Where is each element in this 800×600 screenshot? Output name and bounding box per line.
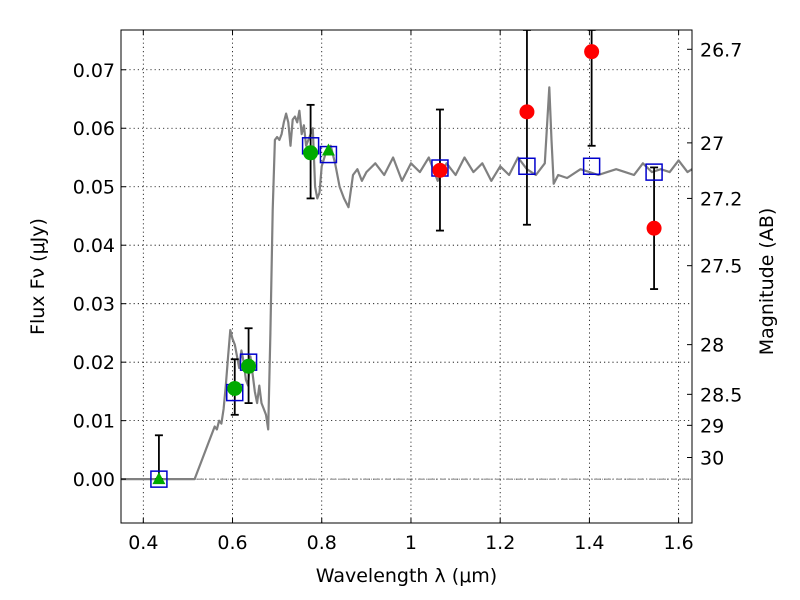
y-axis-ticks: 0.00 0.01 0.02 0.03 0.04 0.05 0.06 0.07 <box>73 60 126 491</box>
error-bars <box>154 30 659 481</box>
model-flux-boxes <box>150 137 663 488</box>
green-upper-limit-marker <box>152 472 166 485</box>
green-flux-point <box>303 145 319 161</box>
green-flux-point <box>227 380 243 396</box>
right-tick-label: 27.2 <box>700 188 742 210</box>
observed-flux-markers <box>152 44 662 485</box>
x-tick-label: 1.4 <box>574 532 604 554</box>
red-flux-point <box>646 220 662 236</box>
x-axis-ticks: 0.4 0.6 0.8 1 1.2 1.4 1.6 <box>128 30 694 554</box>
y-tick-label: 0.06 <box>73 118 115 140</box>
y-tick-label: 0.01 <box>73 411 115 433</box>
plot-area <box>121 30 692 488</box>
red-flux-point <box>519 104 535 120</box>
model-flux-box <box>582 157 601 176</box>
y-tick-label: 0.05 <box>73 177 115 199</box>
model-flux-box <box>518 157 536 176</box>
x-tick-label: 0.6 <box>217 532 247 554</box>
x-tick-label: 1.2 <box>485 532 515 554</box>
model-flux-box <box>645 163 663 181</box>
x-tick-label: 1.6 <box>664 532 694 554</box>
y-axis-label: Flux Fν (μJy) <box>27 218 49 335</box>
y-tick-label: 0.04 <box>73 235 115 257</box>
x-tick-label: 0.8 <box>307 532 337 554</box>
y-tick-label: 0.00 <box>73 469 115 491</box>
plot-frame <box>120 29 693 524</box>
model-spectrum-line <box>121 86 692 481</box>
right-tick-label: 30 <box>700 448 724 470</box>
y-tick-label: 0.03 <box>73 294 115 316</box>
green-flux-point <box>241 358 257 374</box>
y-tick-label: 0.02 <box>73 352 115 374</box>
x-tick-label: 1 <box>405 532 417 554</box>
right-tick-label: 27.5 <box>700 256 742 278</box>
right-tick-label: 28.5 <box>700 384 742 406</box>
green-upper-limit-marker <box>321 143 335 156</box>
red-flux-point <box>584 44 600 60</box>
model-flux-box <box>150 470 168 488</box>
y-tick-label: 0.07 <box>73 60 115 82</box>
red-flux-point <box>432 162 448 178</box>
right-axis-label: Magnitude (AB) <box>756 208 778 356</box>
right-tick-label: 28 <box>700 335 724 357</box>
x-tick-label: 0.4 <box>128 532 158 554</box>
right-axis-ticks: 26.7 27 27.2 27.5 28 28.5 29 30 <box>687 39 742 470</box>
right-tick-label: 26.7 <box>700 39 742 61</box>
right-tick-label: 27 <box>700 133 724 155</box>
x-axis-label: Wavelength λ (μm) <box>316 565 497 587</box>
right-tick-label: 29 <box>700 415 724 437</box>
